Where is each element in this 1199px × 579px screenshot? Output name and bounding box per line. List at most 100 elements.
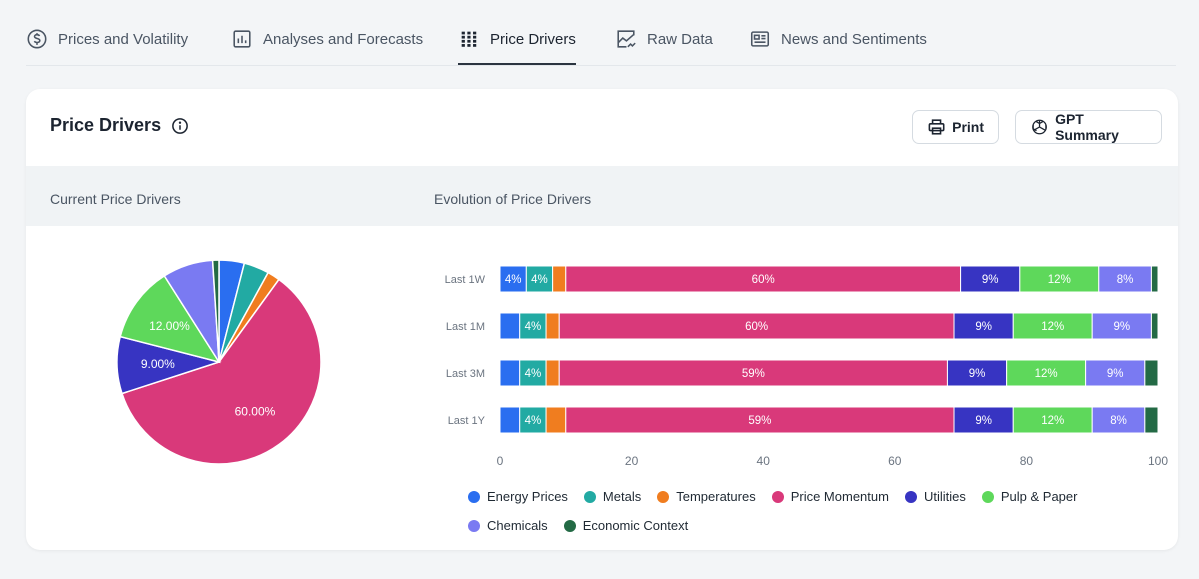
pie-data-label: 60.00% bbox=[235, 405, 276, 419]
dollar-circle-icon bbox=[27, 29, 47, 49]
section-header-bar: Current Price Drivers Evolution of Price… bbox=[26, 166, 1178, 226]
x-tick-label: 80 bbox=[1020, 454, 1034, 468]
bar-segment-utilities[interactable] bbox=[946, 359, 1008, 387]
legend-label: Metals bbox=[602, 489, 642, 504]
x-tick-label: 0 bbox=[497, 454, 504, 468]
legend-label: Utilities bbox=[923, 489, 966, 504]
bar-segment-chemicals[interactable] bbox=[1091, 406, 1146, 434]
tab-label: Analyses and Forecasts bbox=[263, 30, 424, 48]
legend-label: Energy Prices bbox=[487, 489, 568, 504]
page-title: Price Drivers bbox=[50, 115, 162, 135]
print-button-label: Print bbox=[952, 119, 984, 135]
tab-analyses-and-forecasts[interactable]: Analyses and Forecasts bbox=[231, 14, 423, 64]
bar-data-label: 59% bbox=[742, 368, 765, 380]
bar-data-label: 59% bbox=[748, 415, 771, 427]
bar-segment-chemicals[interactable] bbox=[1098, 265, 1152, 293]
legend-marker bbox=[583, 490, 596, 503]
pie-data-label: 12.00% bbox=[149, 319, 190, 333]
bar-segment-metals[interactable] bbox=[519, 312, 547, 340]
bar-data-label: 9% bbox=[1113, 321, 1130, 333]
chart-legend: Energy Prices Metals Temperatures Price Mom… bbox=[468, 489, 1168, 533]
bar-segment-economic-context[interactable] bbox=[1150, 265, 1159, 293]
bar-data-label: 9% bbox=[982, 274, 999, 286]
bar-segment-economic-context[interactable] bbox=[1144, 359, 1159, 387]
legend-marker bbox=[771, 490, 784, 503]
bar-category-label: Last 1M bbox=[446, 321, 485, 333]
bar-segment-utilities[interactable] bbox=[953, 312, 1014, 340]
bar-category-label: Last 1Y bbox=[448, 415, 486, 427]
pie-data-label: 9.00% bbox=[141, 357, 175, 371]
legend-marker bbox=[657, 490, 670, 503]
bar-segment-pulp-paper[interactable] bbox=[1019, 265, 1100, 293]
legend-item-chemicals[interactable]: Chemicals bbox=[468, 518, 548, 533]
print-button[interactable]: Print bbox=[912, 110, 999, 144]
bar-data-label: 8% bbox=[1110, 415, 1127, 427]
bar-data-label: 4% bbox=[531, 274, 548, 286]
legend-item-economic-context[interactable]: Economic Context bbox=[563, 518, 689, 533]
legend-label: Temperatures bbox=[676, 489, 756, 504]
bar-segment-energy-prices[interactable] bbox=[499, 312, 521, 340]
bar-segment-energy-prices[interactable] bbox=[499, 265, 527, 293]
bar-data-label: 12% bbox=[1035, 368, 1058, 380]
bar-segment-temperatures[interactable] bbox=[545, 312, 560, 340]
current-heading: Current Price Drivers bbox=[50, 191, 181, 207]
legend-item-temperatures[interactable]: Temperatures bbox=[657, 489, 756, 504]
legend-marker bbox=[563, 519, 576, 532]
tab-prices-and-volatility[interactable]: Prices and Volatility bbox=[26, 14, 188, 64]
gpt-summary-label: GPT Summary bbox=[1055, 111, 1119, 143]
pie-slice-price-momentum[interactable] bbox=[121, 278, 322, 465]
bar-segment-metals[interactable] bbox=[519, 406, 547, 434]
bar-segment-price-momentum[interactable] bbox=[558, 312, 955, 340]
tab-label: Price Drivers bbox=[490, 30, 576, 48]
tab-raw-data[interactable]: Raw Data bbox=[615, 14, 713, 64]
bar-data-label: 4% bbox=[505, 274, 522, 286]
bar-segment-pulp-paper[interactable] bbox=[1006, 359, 1087, 387]
legend-label: Economic Context bbox=[582, 518, 689, 533]
stacked-bar-chart: Last 1W 4% 4% 60% 9% 12% 8% Last 1M 4% 60% 9% 12% 9%… bbox=[445, 265, 1168, 468]
bar-data-label: 4% bbox=[525, 368, 542, 380]
bar-data-label: 9% bbox=[975, 321, 992, 333]
legend-item-pulp-paper[interactable]: Pulp & Paper bbox=[981, 489, 1078, 504]
bar-data-label: 12% bbox=[1041, 415, 1064, 427]
legend-item-metals[interactable]: Metals bbox=[583, 489, 642, 504]
legend-label: Price Momentum bbox=[790, 489, 889, 504]
info-icon[interactable] bbox=[171, 117, 189, 135]
pie-slice-economic-context[interactable] bbox=[211, 259, 220, 363]
tab-label: Prices and Volatility bbox=[58, 30, 189, 48]
bar-segment-energy-prices[interactable] bbox=[499, 406, 521, 434]
pie-slice-pulp-paper[interactable] bbox=[119, 274, 221, 364]
x-tick-label: 40 bbox=[757, 454, 771, 468]
bar-segment-temperatures[interactable] bbox=[545, 406, 567, 434]
bar-segment-economic-context[interactable] bbox=[1150, 312, 1159, 340]
x-tick-label: 100 bbox=[1148, 454, 1168, 468]
bar-segment-pulp-paper[interactable] bbox=[1012, 406, 1093, 434]
legend-item-utilities[interactable]: Utilities bbox=[904, 489, 966, 504]
bar-data-label: 9% bbox=[975, 415, 992, 427]
bar-segment-price-momentum[interactable] bbox=[558, 359, 948, 387]
tab-label: Raw Data bbox=[647, 30, 713, 48]
tab-price-drivers[interactable]: Price Drivers bbox=[458, 14, 576, 65]
gpt-summary-button[interactable]: GPT Summary bbox=[1015, 110, 1162, 144]
bar-data-label: 12% bbox=[1048, 274, 1071, 286]
bar-data-label: 60% bbox=[745, 321, 768, 333]
legend-item-price-momentum[interactable]: Price Momentum bbox=[771, 489, 889, 504]
tab-bar: Prices and Volatility Analyses and Forec… bbox=[26, 14, 1176, 66]
legend-label: Pulp & Paper bbox=[1000, 489, 1078, 504]
x-tick-label: 60 bbox=[888, 454, 902, 468]
tab-news-and-sentiments[interactable]: News and Sentiments bbox=[749, 14, 927, 64]
bar-segment-temperatures[interactable] bbox=[545, 359, 560, 387]
legend-marker bbox=[468, 490, 480, 503]
bar-segment-chemicals[interactable] bbox=[1085, 359, 1146, 387]
bar-data-label: 9% bbox=[969, 368, 986, 380]
bar-segment-temperatures[interactable] bbox=[552, 265, 567, 293]
bar-segment-economic-context[interactable] bbox=[1144, 406, 1159, 434]
newspaper-icon bbox=[750, 31, 770, 47]
pie-chart: 60.00% 9.00% 12.00% bbox=[116, 259, 322, 465]
bar-data-label: 12% bbox=[1041, 321, 1064, 333]
bar-segment-utilities[interactable] bbox=[953, 406, 1014, 434]
bar-data-label: 4% bbox=[525, 321, 542, 333]
bar-segment-energy-prices[interactable] bbox=[499, 359, 521, 387]
legend-item-energy-prices[interactable]: Energy Prices bbox=[468, 489, 568, 504]
legend-marker bbox=[904, 490, 917, 503]
tab-label: News and Sentiments bbox=[781, 30, 927, 48]
